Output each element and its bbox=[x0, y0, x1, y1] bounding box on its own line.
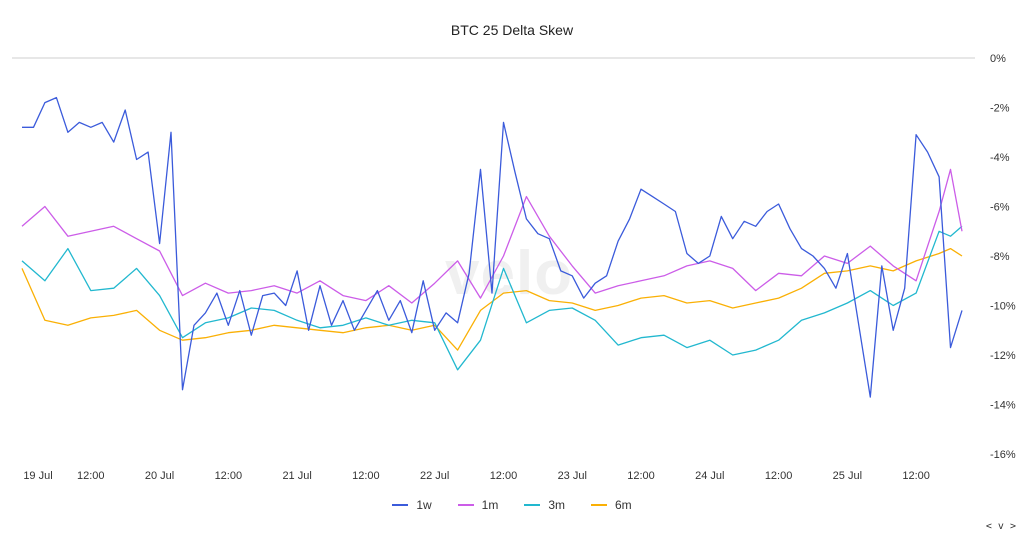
x-tick-label: 12:00 bbox=[902, 470, 930, 482]
y-tick-label: 0% bbox=[990, 53, 1006, 65]
legend-label: 3m bbox=[548, 498, 565, 512]
legend: 1w 1m 3m 6m bbox=[0, 498, 1024, 512]
legend-item-1m[interactable]: 1m bbox=[457, 498, 499, 512]
y-tick-label: -2% bbox=[990, 103, 1010, 115]
series-line-1m[interactable] bbox=[21, 168, 963, 304]
watermark-logo: velo bbox=[445, 239, 574, 308]
legend-item-1w[interactable]: 1w bbox=[392, 498, 432, 512]
x-tick-label: 12:00 bbox=[627, 470, 655, 482]
y-axis-ticks: 0% -2% -4% -6% -8% -10% -12% -14% -16% bbox=[990, 53, 1016, 461]
legend-label: 1w bbox=[416, 498, 432, 512]
y-tick-label: -4% bbox=[990, 152, 1010, 164]
chart-title: BTC 25 Delta Skew bbox=[450, 22, 574, 38]
legend-item-6m[interactable]: 6m bbox=[591, 498, 632, 512]
series-line-3m[interactable] bbox=[21, 225, 963, 371]
x-tick-label: 22 Jul bbox=[420, 470, 449, 482]
y-tick-label: -14% bbox=[990, 400, 1016, 412]
x-tick-label: 12:00 bbox=[765, 470, 793, 482]
legend-swatch bbox=[524, 504, 541, 506]
x-tick-label: 25 Jul bbox=[833, 470, 862, 482]
legend-swatch bbox=[591, 504, 607, 506]
series-line-6m[interactable] bbox=[21, 247, 963, 351]
x-tick-label: 20 Jul bbox=[145, 470, 174, 482]
x-tick-label: 19 Jul bbox=[23, 470, 52, 482]
x-tick-label: 12:00 bbox=[215, 470, 243, 482]
y-tick-label: -8% bbox=[990, 251, 1010, 263]
legend-item-3m[interactable]: 3m bbox=[524, 498, 565, 512]
legend-swatch bbox=[457, 504, 474, 506]
x-axis-ticks: 19 Jul 12:00 20 Jul 12:00 21 Jul 12:00 22 Jul 1… bbox=[23, 470, 930, 482]
legend-label: 1m bbox=[481, 498, 499, 512]
x-tick-label: 12:00 bbox=[490, 470, 518, 482]
y-tick-label: -10% bbox=[990, 301, 1016, 313]
y-tick-label: -6% bbox=[990, 202, 1010, 214]
legend-label: 6m bbox=[615, 498, 632, 512]
y-tick-label: -16% bbox=[990, 449, 1016, 461]
x-tick-label: 12:00 bbox=[77, 470, 105, 482]
x-tick-label: 23 Jul bbox=[558, 470, 587, 482]
legend-swatch bbox=[392, 504, 409, 506]
chart-nav-control[interactable]: < v > bbox=[985, 521, 1016, 532]
series-line-1w[interactable] bbox=[22, 96, 963, 398]
x-tick-label: 12:00 bbox=[352, 470, 380, 482]
x-tick-label: 21 Jul bbox=[282, 470, 311, 482]
y-tick-label: -12% bbox=[990, 350, 1016, 362]
x-tick-label: 24 Jul bbox=[695, 470, 724, 482]
series-layer bbox=[21, 96, 963, 398]
